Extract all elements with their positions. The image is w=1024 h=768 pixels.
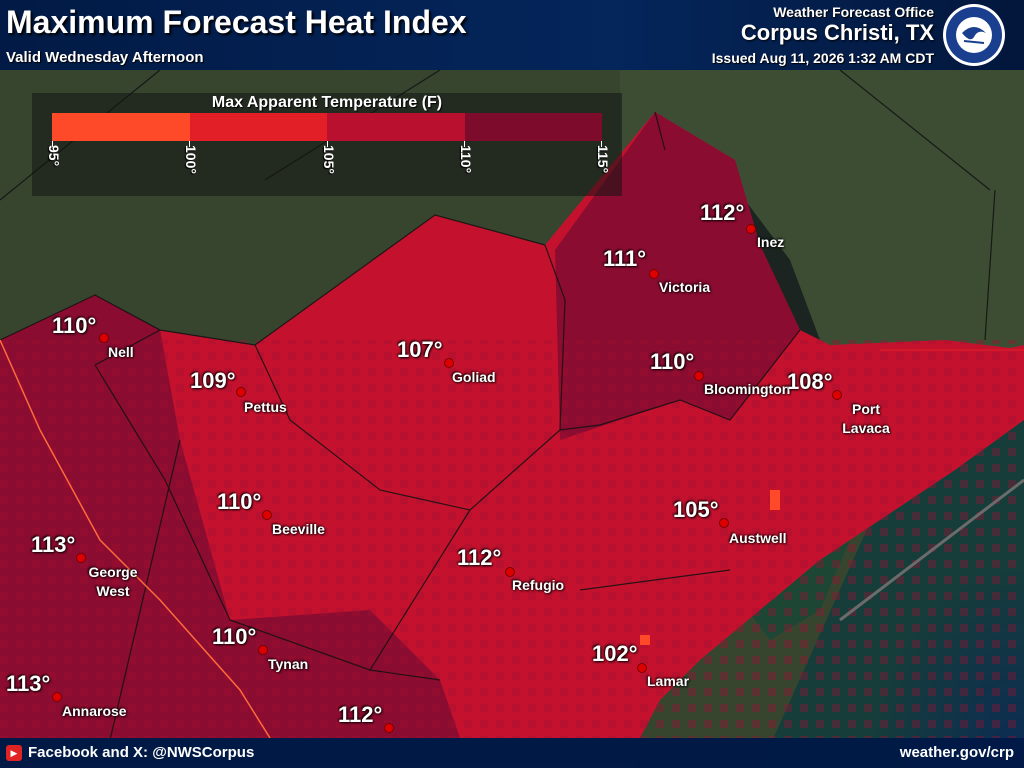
city-name: Beeville bbox=[272, 521, 325, 537]
temperature-label: 110° bbox=[217, 489, 262, 514]
temperature-label: 112° bbox=[457, 545, 502, 570]
city-name: Tynan bbox=[268, 656, 309, 672]
location-dot bbox=[719, 518, 729, 528]
header-bar: Maximum Forecast Heat Index Valid Wednes… bbox=[0, 0, 1024, 70]
nws-logo bbox=[943, 4, 1005, 66]
location-dot bbox=[444, 358, 454, 368]
temperature-label: 110° bbox=[52, 313, 97, 338]
legend-tick-mark bbox=[601, 141, 602, 147]
city-name: Refugio bbox=[512, 577, 565, 593]
location-dot bbox=[505, 567, 515, 577]
temperature-label: 110° bbox=[650, 349, 695, 374]
temperature-label: 113° bbox=[6, 671, 51, 696]
social-media-icon: ▶ bbox=[6, 745, 22, 761]
legend-swatch bbox=[189, 113, 327, 141]
legend-swatch bbox=[464, 113, 602, 141]
social-handle-link[interactable]: Facebook and X: @NWSCorpus bbox=[28, 744, 255, 761]
legend-color-bar bbox=[52, 113, 602, 141]
temperature-label: 111° bbox=[603, 246, 647, 271]
temperature-label: 107° bbox=[397, 337, 443, 362]
location-dot bbox=[384, 723, 394, 733]
location-dot bbox=[76, 553, 86, 563]
city-name: Austwell bbox=[729, 530, 787, 546]
valid-time: Valid Wednesday Afternoon bbox=[6, 49, 204, 66]
city-name: Victoria bbox=[659, 279, 711, 295]
location-dot bbox=[637, 663, 647, 673]
color-legend: Max Apparent Temperature (F) 95° 100° 10… bbox=[32, 93, 622, 196]
legend-tick-mark bbox=[189, 141, 190, 147]
legend-tick-label: 95° bbox=[46, 145, 62, 167]
location-dot bbox=[832, 390, 842, 400]
city-name: Annarose bbox=[62, 703, 127, 719]
city-name: Bloomington bbox=[704, 381, 791, 397]
office-city: Corpus Christi, TX bbox=[740, 20, 934, 45]
temperature-label: 110° bbox=[212, 624, 257, 649]
temperature-label: 105° bbox=[673, 497, 719, 522]
temperature-label: 112° bbox=[700, 200, 745, 225]
office-label: Weather Forecast Office bbox=[773, 4, 934, 20]
temperature-label: 102° bbox=[592, 641, 638, 666]
page-title: Maximum Forecast Heat Index bbox=[6, 4, 467, 40]
location-dot bbox=[262, 510, 272, 520]
city-name: Inez bbox=[757, 234, 785, 250]
legend-tick-label: 105° bbox=[321, 145, 337, 174]
location-dot bbox=[258, 645, 268, 655]
legend-tick-label: 110° bbox=[458, 145, 474, 174]
temperature-label: 112° bbox=[338, 702, 383, 727]
legend-tick-label: 115° bbox=[595, 145, 611, 174]
location-dot bbox=[694, 371, 704, 381]
river bbox=[0, 339, 271, 739]
city-name: Goliad bbox=[452, 369, 496, 385]
city-name: Nell bbox=[108, 344, 134, 360]
temperature-label: 108° bbox=[787, 369, 833, 394]
legend-tick-label: 100° bbox=[183, 145, 199, 174]
temperature-label: 113° bbox=[31, 532, 76, 557]
legend-tick-mark bbox=[327, 141, 328, 147]
city-name: Port Lavaca bbox=[842, 401, 890, 436]
legend-tick-mark bbox=[52, 141, 53, 147]
location-dot bbox=[746, 224, 756, 234]
temperature-label: 109° bbox=[190, 368, 236, 393]
issued-time: Issued Aug 11, 2026 1:32 AM CDT bbox=[711, 50, 934, 66]
footer-bar: ▶ Facebook and X: @NWSCorpus weather.gov… bbox=[0, 738, 1024, 768]
legend-swatch bbox=[327, 113, 465, 141]
city-name: Pettus bbox=[244, 399, 287, 415]
city-name: Lamar bbox=[647, 673, 690, 689]
location-dot bbox=[649, 269, 659, 279]
legend-title: Max Apparent Temperature (F) bbox=[211, 94, 443, 111]
location-dot bbox=[99, 333, 109, 343]
location-dot bbox=[52, 692, 62, 702]
location-dot bbox=[236, 387, 246, 397]
river-channel bbox=[740, 200, 820, 350]
legend-swatch bbox=[52, 113, 190, 141]
barrier-island bbox=[839, 478, 1024, 622]
legend-tick-mark bbox=[464, 141, 465, 147]
city-name: George West bbox=[88, 564, 138, 599]
website-link[interactable]: weather.gov/crp bbox=[899, 744, 1014, 761]
